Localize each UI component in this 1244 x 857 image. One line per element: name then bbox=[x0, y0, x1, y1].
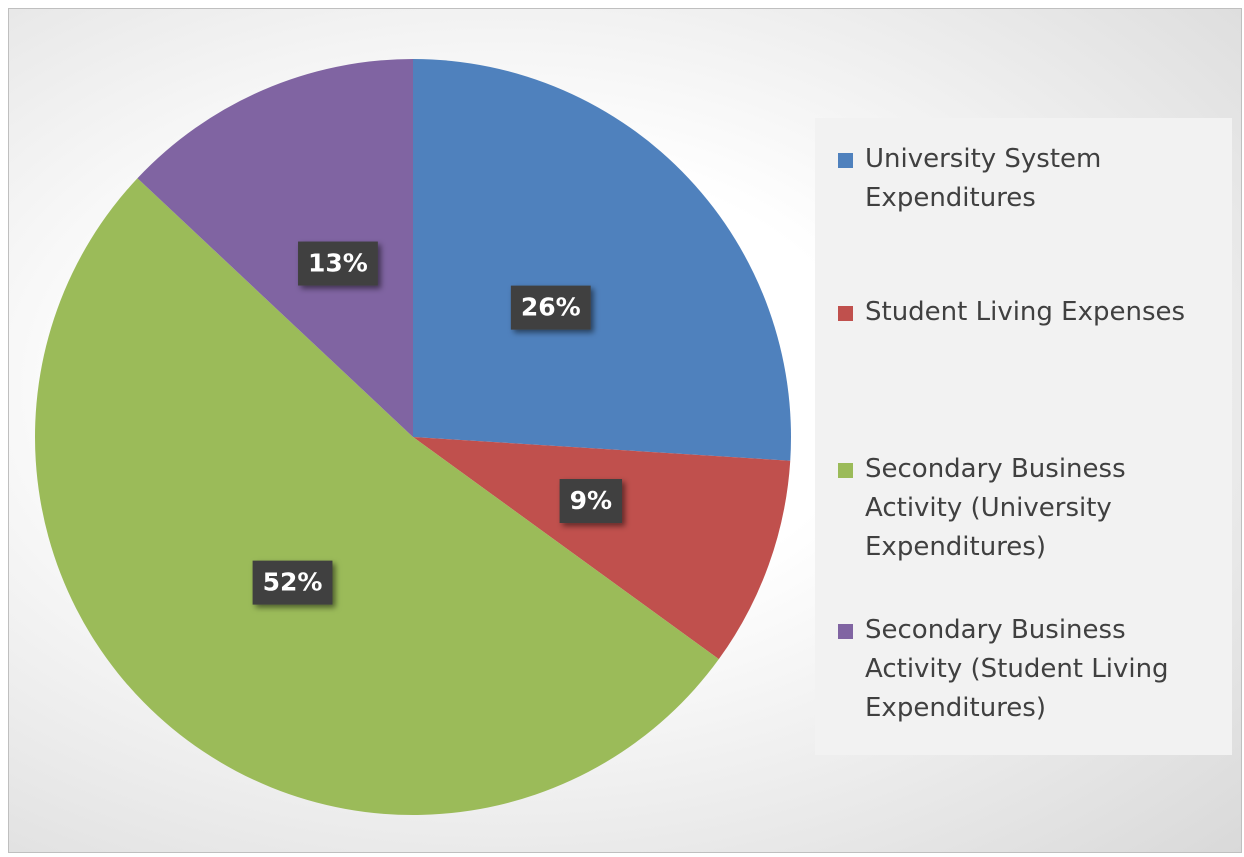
data-label-box bbox=[510, 285, 591, 330]
data-label-text: 9% bbox=[570, 486, 612, 515]
legend-label: Student Living Expenses bbox=[865, 297, 1186, 327]
legend-label: Secondary Business Activity (Student Liv… bbox=[865, 615, 1169, 723]
pie-slice bbox=[413, 59, 791, 461]
legend: University System Expenditures Student Li… bbox=[815, 118, 1232, 755]
data-label-box bbox=[252, 560, 333, 605]
data-label-box bbox=[559, 479, 623, 524]
pie-slice bbox=[413, 437, 791, 660]
legend-entry: Student Living Expenses bbox=[835, 293, 1205, 332]
legend-swatch bbox=[838, 153, 853, 168]
legend-swatch bbox=[838, 306, 853, 321]
legend-label: University System Expenditures bbox=[865, 144, 1102, 213]
data-label-text: 13% bbox=[308, 249, 368, 278]
pie-slice bbox=[34, 178, 719, 816]
legend-label: Secondary Business Activity (University … bbox=[865, 454, 1126, 562]
data-label-text: 26% bbox=[521, 293, 581, 322]
legend-swatch bbox=[838, 624, 853, 639]
data-label: 13% bbox=[298, 241, 378, 286]
legend-entry: University System Expenditures bbox=[835, 140, 1205, 218]
pie-slice bbox=[137, 59, 413, 437]
legend-entry: Secondary Business Activity (Student Liv… bbox=[835, 611, 1205, 728]
data-label-box bbox=[298, 241, 378, 286]
legend-entry: Secondary Business Activity (University … bbox=[835, 450, 1205, 567]
data-label-text: 52% bbox=[263, 568, 323, 597]
data-label: 52% bbox=[252, 560, 333, 605]
legend-swatch bbox=[838, 463, 853, 478]
data-label: 9% bbox=[559, 479, 623, 524]
data-label: 26% bbox=[510, 285, 591, 330]
